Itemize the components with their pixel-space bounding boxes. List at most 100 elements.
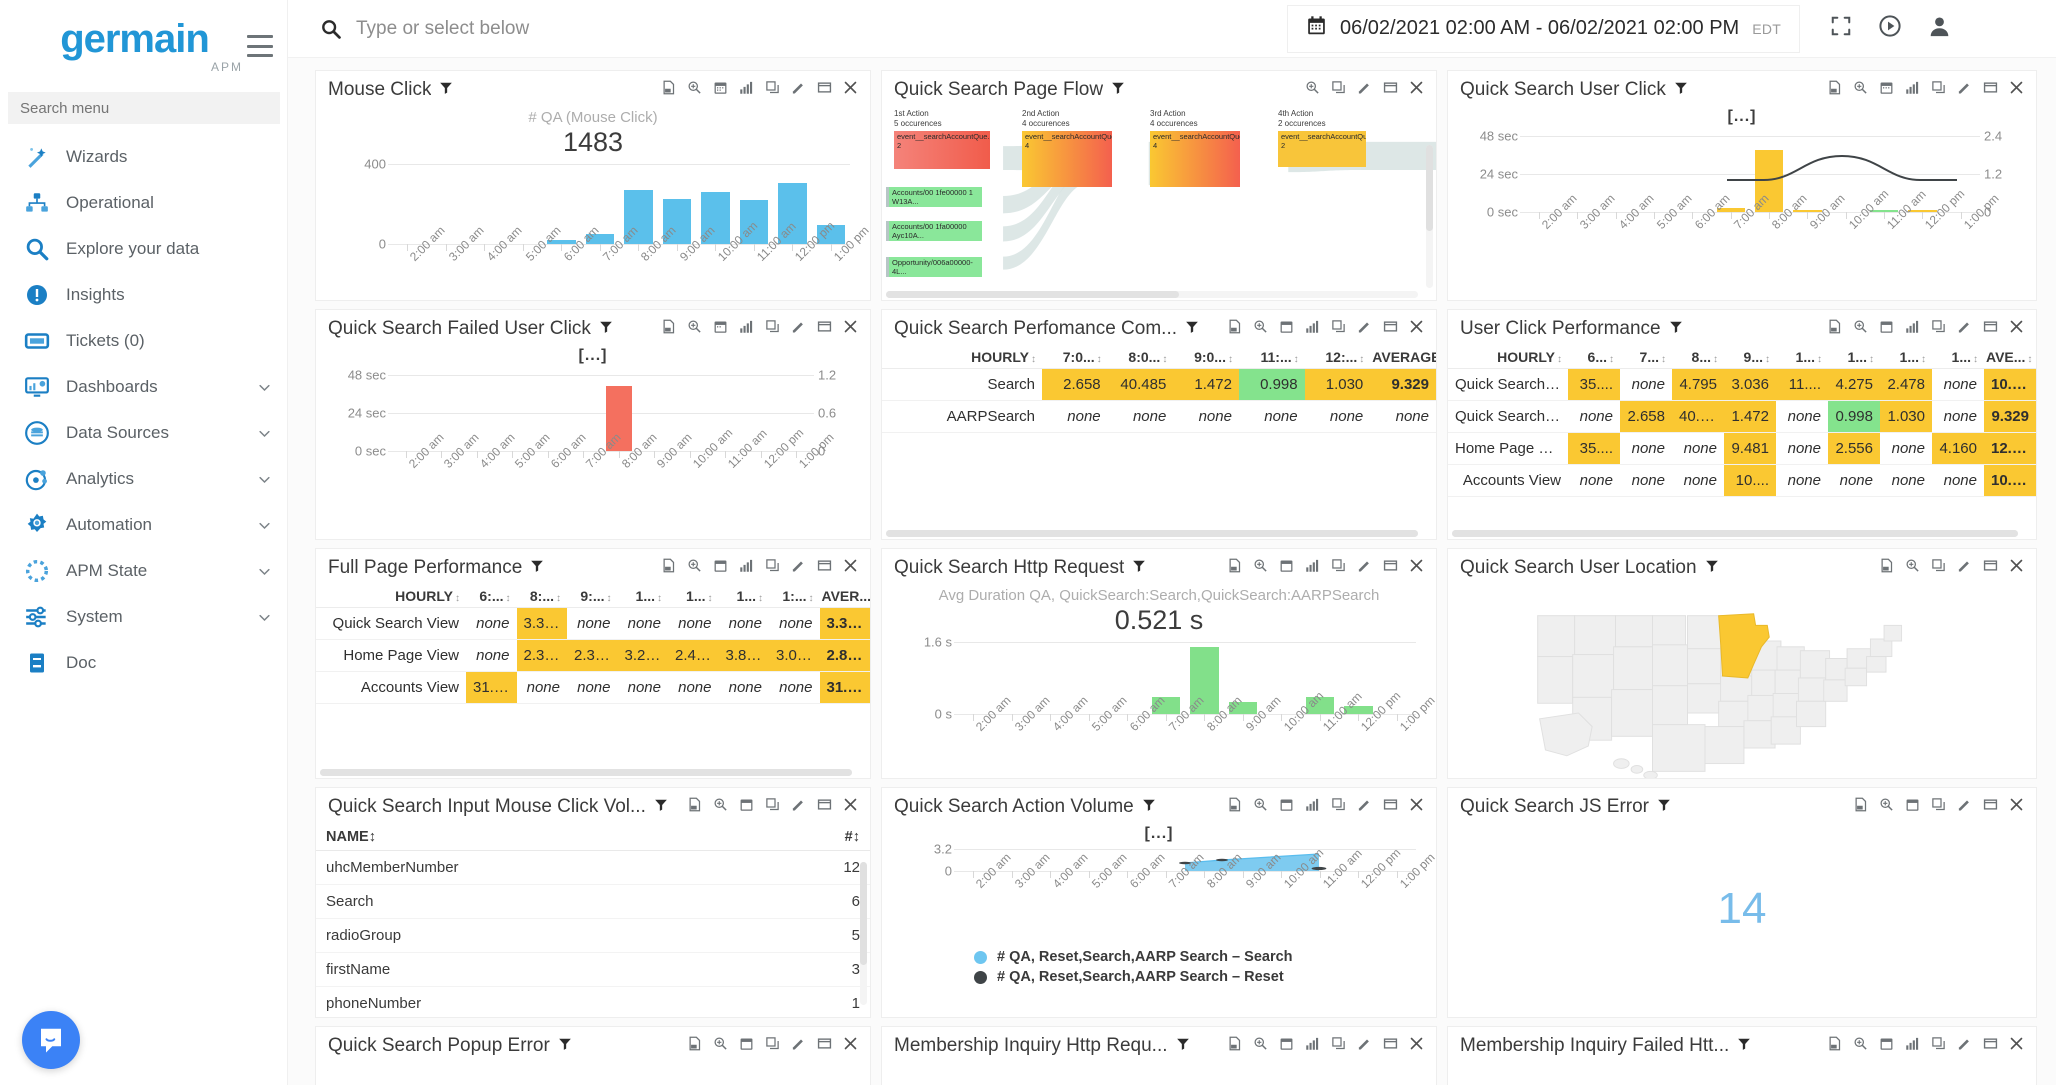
filter-icon[interactable]	[1111, 81, 1125, 100]
column-header[interactable]: 11:... ↕	[1238, 344, 1305, 369]
sort-icon[interactable]: ↕	[505, 593, 511, 604]
csv-icon[interactable]	[1827, 80, 1842, 100]
close-icon[interactable]	[1409, 319, 1424, 339]
window-icon[interactable]	[1983, 80, 1998, 100]
vertical-scrollbar[interactable]	[1426, 145, 1433, 288]
window-icon[interactable]	[817, 797, 832, 817]
sort-icon[interactable]: ↕	[606, 593, 612, 604]
csv-icon[interactable]	[1227, 797, 1242, 817]
zoom-icon[interactable]	[687, 80, 702, 100]
sankey-node[interactable]: event__searchAccountQue...2	[894, 131, 990, 169]
sort-icon[interactable]: ↕	[2027, 354, 2033, 365]
column-header[interactable]: 1... ↕	[1776, 344, 1828, 369]
chevron-down-icon[interactable]	[257, 426, 271, 440]
copy-icon[interactable]	[1931, 80, 1946, 100]
column-header[interactable]: AVE... ↕	[1984, 344, 2036, 369]
csv-icon[interactable]	[661, 319, 676, 339]
copy-icon[interactable]	[1331, 1036, 1346, 1056]
bars-icon[interactable]	[1905, 80, 1920, 100]
bars-icon[interactable]	[1305, 319, 1320, 339]
column-header[interactable]: 1... ↕	[1880, 344, 1932, 369]
table-row[interactable]: Search 2.658 40.485 1.472 0.998 1.030 9.329	[882, 368, 1436, 401]
csv-icon[interactable]	[661, 558, 676, 578]
bar[interactable]	[1793, 209, 1822, 212]
bar[interactable]	[1344, 705, 1373, 714]
csv-icon[interactable]	[661, 80, 676, 100]
bar[interactable]	[739, 200, 768, 244]
copy-icon[interactable]	[765, 1036, 780, 1056]
sankey-node[interactable]: Accounts/00 1fa00000 Ayc10A...1	[886, 221, 982, 241]
sidebar-item-data-sources[interactable]: Data Sources	[0, 410, 287, 456]
window-icon[interactable]	[1383, 1036, 1398, 1056]
table-row[interactable]: Search 6	[316, 884, 870, 919]
column-header[interactable]: #↕	[762, 822, 870, 851]
fullscreen-icon[interactable]	[1830, 15, 1852, 42]
table-row[interactable]: Accounts View none none none 10.... none none n…	[1448, 464, 2036, 497]
calendar-icon[interactable]	[1879, 319, 1894, 339]
sankey-node[interactable]: event__searchAccountQue...2	[1278, 131, 1366, 167]
calendar-icon[interactable]	[1279, 558, 1294, 578]
window-icon[interactable]	[1983, 319, 1998, 339]
csv-icon[interactable]	[1879, 558, 1894, 578]
close-icon[interactable]	[1409, 1036, 1424, 1056]
edit-icon[interactable]	[791, 319, 806, 339]
sort-icon[interactable]: ↕	[1973, 354, 1978, 365]
state-minnesota[interactable]	[1718, 612, 1770, 678]
column-header[interactable]: HOURLY ↕	[1448, 344, 1568, 369]
bar[interactable]	[1151, 696, 1180, 714]
sort-icon[interactable]: ↕	[852, 829, 860, 845]
csv-icon[interactable]	[687, 1036, 702, 1056]
bar[interactable]	[816, 225, 845, 244]
sort-icon[interactable]: ↕	[1661, 354, 1666, 365]
sankey-node[interactable]: Accounts/00 1fe00000 1 W13A...1	[886, 187, 982, 207]
zoom-icon[interactable]	[1253, 319, 1268, 339]
calendar-icon[interactable]	[1279, 319, 1294, 339]
edit-icon[interactable]	[791, 558, 806, 578]
bars-icon[interactable]	[739, 80, 754, 100]
calendar-icon[interactable]	[739, 1036, 754, 1056]
window-icon[interactable]	[1383, 558, 1398, 578]
bars-icon[interactable]	[1905, 1036, 1920, 1056]
zoom-icon[interactable]	[713, 797, 728, 817]
window-icon[interactable]	[817, 1036, 832, 1056]
zoom-icon[interactable]	[1879, 797, 1894, 817]
vertical-scrollbar[interactable]	[860, 862, 867, 1005]
calendar-icon[interactable]	[1279, 797, 1294, 817]
filter-icon[interactable]	[599, 320, 613, 339]
filter-icon[interactable]	[1176, 1037, 1190, 1056]
filter-icon[interactable]	[1669, 320, 1683, 339]
sort-icon[interactable]: ↕	[1817, 354, 1822, 365]
column-header[interactable]: AVERAGE↕	[1370, 344, 1436, 369]
bar[interactable]	[662, 199, 691, 244]
chevron-down-icon[interactable]	[257, 380, 271, 394]
edit-icon[interactable]	[1357, 80, 1372, 100]
close-icon[interactable]	[1409, 797, 1424, 817]
table-row[interactable]: Quick Search View none 3.384 none none none no…	[316, 607, 870, 640]
calendar-icon[interactable]	[1279, 1036, 1294, 1056]
edit-icon[interactable]	[791, 797, 806, 817]
csv-icon[interactable]	[1827, 1036, 1842, 1056]
brand-logo[interactable]: germain APM	[14, 19, 247, 74]
edit-icon[interactable]	[1957, 1036, 1972, 1056]
close-icon[interactable]	[2009, 319, 2024, 339]
edit-icon[interactable]	[791, 1036, 806, 1056]
edit-icon[interactable]	[1957, 80, 1972, 100]
calendar-icon[interactable]	[713, 319, 728, 339]
search-input[interactable]	[356, 17, 1287, 40]
sort-icon[interactable]: ↕	[1031, 354, 1036, 365]
window-icon[interactable]	[1983, 797, 1998, 817]
close-icon[interactable]	[843, 319, 858, 339]
sidebar-item-system[interactable]: System	[0, 594, 287, 640]
bars-icon[interactable]	[739, 558, 754, 578]
sidebar-item-apm-state[interactable]: APM State	[0, 548, 287, 594]
filter-icon[interactable]	[1737, 1037, 1751, 1056]
horizontal-scrollbar[interactable]	[886, 291, 1418, 298]
column-header[interactable]: 9:... ↕	[567, 583, 618, 608]
copy-icon[interactable]	[1331, 797, 1346, 817]
calendar-icon[interactable]	[713, 80, 728, 100]
copy-icon[interactable]	[1331, 319, 1346, 339]
zoom-icon[interactable]	[1853, 319, 1868, 339]
bar[interactable]	[1754, 150, 1784, 212]
sort-icon[interactable]: ↕	[1713, 354, 1718, 365]
sort-icon[interactable]: ↕	[808, 593, 814, 604]
